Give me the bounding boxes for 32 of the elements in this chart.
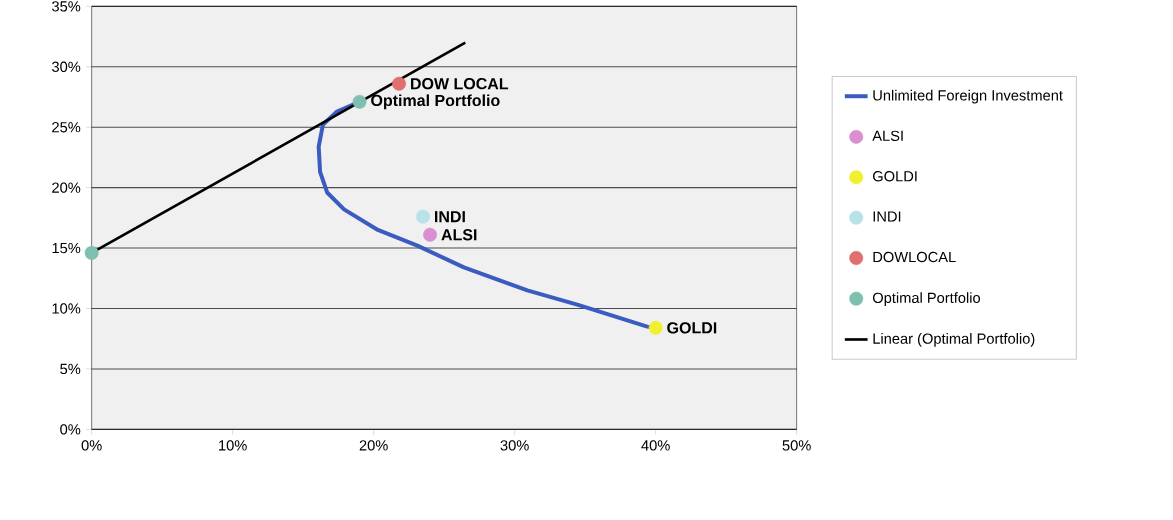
x-tick-label: 10%	[219, 440, 247, 451]
y-tick-label: 20%	[52, 182, 81, 193]
legend-label: Unlimited Foreign Investment	[873, 89, 1063, 104]
point	[416, 209, 430, 224]
x-tick-label: 0%	[81, 440, 102, 451]
legend-label: DOWLOCAL	[873, 251, 956, 263]
point	[352, 94, 367, 109]
annotation: ALSI	[441, 229, 477, 241]
annotation: INDI	[435, 211, 465, 223]
annotation: Optimal Portfolio	[371, 94, 500, 110]
y-tick-label: 5%	[60, 363, 81, 375]
legend-label: Linear (Optimal Portfolio)	[873, 333, 1035, 347]
point	[392, 76, 406, 91]
point	[648, 320, 663, 335]
y-tick-label: 0%	[60, 424, 81, 435]
y-tick-label: 10%	[52, 303, 81, 314]
x-tick-label: 40%	[641, 440, 670, 451]
legend-label: Optimal Portfolio	[872, 292, 981, 306]
y-tick-label: 15%	[52, 242, 81, 254]
point	[84, 245, 99, 260]
y-tick-label: 30%	[52, 61, 81, 72]
annotation: DOW LOCAL	[411, 78, 509, 90]
x-tick-label: 20%	[359, 440, 388, 451]
x-tick-label: 50%	[782, 440, 811, 451]
legend-label: INDI	[873, 211, 901, 222]
point	[423, 227, 437, 242]
legend-label: GOLDI	[873, 171, 917, 182]
annotation: GOLDI	[667, 322, 717, 334]
x-tick-label: 30%	[500, 440, 529, 451]
legend-label: ALSI	[872, 130, 903, 142]
y-tick-label: 25%	[52, 122, 81, 133]
y-tick-label: 35%	[52, 1, 81, 12]
